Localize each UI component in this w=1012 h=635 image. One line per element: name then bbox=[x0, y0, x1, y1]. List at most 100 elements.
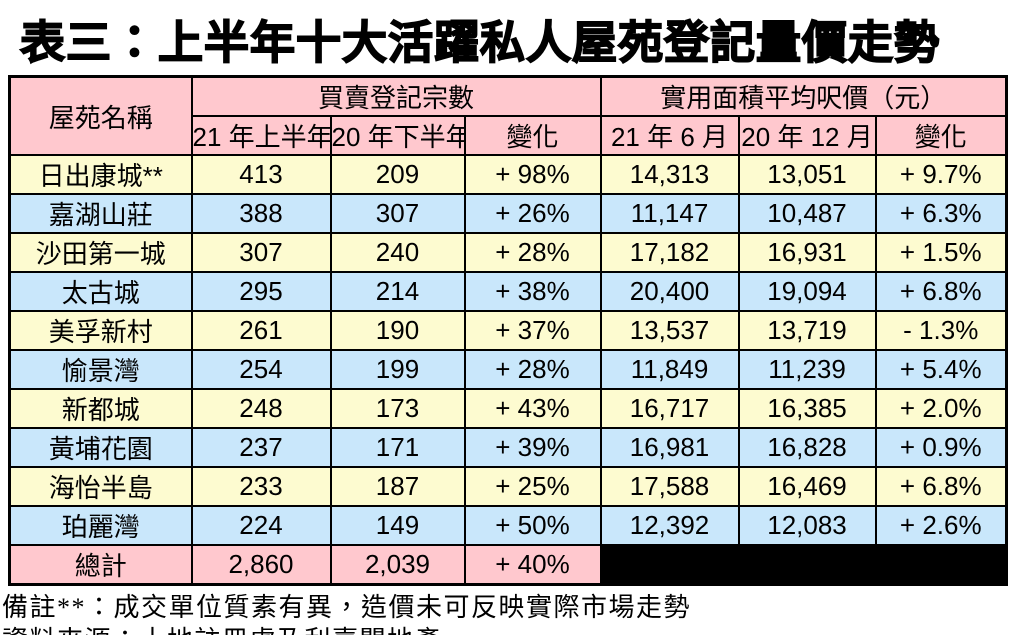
table-row: 海怡半島 233 187 + 25% 17,588 16,469 + 6.8% bbox=[8, 466, 1008, 507]
psf-change-cell: + 5.4% bbox=[874, 349, 1008, 390]
reg-change-cell: + 38% bbox=[463, 271, 602, 312]
table-row: 日出康城** 413 209 + 98% 14,313 13,051 + 9.7… bbox=[8, 154, 1008, 195]
psf-change-cell: + 1.5% bbox=[874, 232, 1008, 273]
reg-20h2-cell: 209 bbox=[329, 154, 466, 195]
table-row: 太古城 295 214 + 38% 20,400 19,094 + 6.8% bbox=[8, 271, 1008, 312]
reg-change-cell: + 50% bbox=[463, 505, 602, 546]
estate-name-cell: 日出康城** bbox=[8, 154, 193, 195]
table-row: 美孚新村 261 190 + 37% 13,537 13,719 - 1.3% bbox=[8, 310, 1008, 351]
total-row: 總計 2,860 2,039 + 40% bbox=[8, 544, 1008, 586]
table-row: 珀麗灣 224 149 + 50% 12,392 12,083 + 2.6% bbox=[8, 505, 1008, 546]
table-row: 愉景灣 254 199 + 28% 11,849 11,239 + 5.4% bbox=[8, 349, 1008, 390]
reg-20h2-cell: 214 bbox=[329, 271, 466, 312]
psf-jun21-cell: 12,392 bbox=[599, 505, 740, 546]
page-title: 表三：上半年十大活躍私人屋苑登記量價走勢 bbox=[19, 16, 941, 69]
psf-change-cell: + 6.3% bbox=[874, 193, 1008, 234]
psf-change-cell: - 1.3% bbox=[874, 310, 1008, 351]
psf-jun21-cell: 11,849 bbox=[599, 349, 740, 390]
estates-table: 屋苑名稱 買賣登記宗數 實用面積平均呎價（元） 21 年上半年 20 年下半年 … bbox=[8, 75, 1008, 586]
psf-jun21-cell: 14,313 bbox=[599, 154, 740, 195]
reg-20h2-cell: 307 bbox=[329, 193, 466, 234]
reg-change-cell: + 26% bbox=[463, 193, 602, 234]
table-header: 屋苑名稱 買賣登記宗數 實用面積平均呎價（元） 21 年上半年 20 年下半年 … bbox=[8, 75, 1008, 156]
col-header-psf-dec20: 20 年 12 月 bbox=[737, 115, 877, 156]
col-group-registrations: 買賣登記宗數 bbox=[190, 75, 602, 117]
psf-jun21-cell: 17,588 bbox=[599, 466, 740, 507]
psf-change-cell: + 0.9% bbox=[874, 427, 1008, 468]
reg-21h1-cell: 248 bbox=[190, 388, 332, 429]
reg-21h1-cell: 233 bbox=[190, 466, 332, 507]
reg-21h1-cell: 237 bbox=[190, 427, 332, 468]
psf-dec20-cell: 11,239 bbox=[737, 349, 877, 390]
estate-name-cell: 太古城 bbox=[8, 271, 193, 312]
psf-change-cell: + 6.8% bbox=[874, 466, 1008, 507]
psf-jun21-cell: 13,537 bbox=[599, 310, 740, 351]
reg-change-cell: + 98% bbox=[463, 154, 602, 195]
total-reg-change-cell: + 40% bbox=[463, 544, 602, 586]
reg-20h2-cell: 171 bbox=[329, 427, 466, 468]
reg-20h2-cell: 187 bbox=[329, 466, 466, 507]
estate-name-cell: 愉景灣 bbox=[8, 349, 193, 390]
psf-change-cell: + 2.0% bbox=[874, 388, 1008, 429]
col-header-reg-20h2: 20 年下半年 bbox=[329, 115, 466, 156]
total-label: 總計 bbox=[8, 544, 193, 586]
reg-change-cell: + 28% bbox=[463, 232, 602, 273]
psf-dec20-cell: 16,828 bbox=[737, 427, 877, 468]
psf-change-cell: + 6.8% bbox=[874, 271, 1008, 312]
psf-change-cell: + 2.6% bbox=[874, 505, 1008, 546]
estate-name-cell: 嘉湖山莊 bbox=[8, 193, 193, 234]
psf-dec20-cell: 13,051 bbox=[737, 154, 877, 195]
estate-name-cell: 新都城 bbox=[8, 388, 193, 429]
col-header-estate-name: 屋苑名稱 bbox=[8, 75, 193, 156]
reg-change-cell: + 43% bbox=[463, 388, 602, 429]
reg-21h1-cell: 254 bbox=[190, 349, 332, 390]
reg-21h1-cell: 307 bbox=[190, 232, 332, 273]
footnote-remark: 備註**：成交單位質素有異，造價未可反映實際市場走勢 bbox=[2, 593, 692, 622]
psf-jun21-cell: 16,717 bbox=[599, 388, 740, 429]
total-reg-21h1-cell: 2,860 bbox=[190, 544, 332, 586]
estate-name-cell: 美孚新村 bbox=[8, 310, 193, 351]
psf-jun21-cell: 20,400 bbox=[599, 271, 740, 312]
redacted-black-cell bbox=[599, 544, 1008, 586]
psf-dec20-cell: 13,719 bbox=[737, 310, 877, 351]
estate-name-cell: 珀麗灣 bbox=[8, 505, 193, 546]
estate-name-cell: 沙田第一城 bbox=[8, 232, 193, 273]
psf-jun21-cell: 16,981 bbox=[599, 427, 740, 468]
reg-21h1-cell: 224 bbox=[190, 505, 332, 546]
col-header-reg-21h1: 21 年上半年 bbox=[190, 115, 332, 156]
col-group-avg-psf-price: 實用面積平均呎價（元） bbox=[599, 75, 1008, 117]
psf-dec20-cell: 16,469 bbox=[737, 466, 877, 507]
reg-21h1-cell: 413 bbox=[190, 154, 332, 195]
psf-jun21-cell: 11,147 bbox=[599, 193, 740, 234]
psf-dec20-cell: 10,487 bbox=[737, 193, 877, 234]
reg-20h2-cell: 199 bbox=[329, 349, 466, 390]
estate-name-cell: 海怡半島 bbox=[8, 466, 193, 507]
psf-dec20-cell: 16,385 bbox=[737, 388, 877, 429]
table-row: 沙田第一城 307 240 + 28% 17,182 16,931 + 1.5% bbox=[8, 232, 1008, 273]
reg-21h1-cell: 388 bbox=[190, 193, 332, 234]
psf-jun21-cell: 17,182 bbox=[599, 232, 740, 273]
reg-20h2-cell: 190 bbox=[329, 310, 466, 351]
total-reg-20h2-cell: 2,039 bbox=[329, 544, 466, 586]
psf-dec20-cell: 12,083 bbox=[737, 505, 877, 546]
table-row: 嘉湖山莊 388 307 + 26% 11,147 10,487 + 6.3% bbox=[8, 193, 1008, 234]
footnote-source: 資料來源：土地註冊處及利嘉閣地產 bbox=[2, 626, 1012, 635]
reg-change-cell: + 39% bbox=[463, 427, 602, 468]
table-body: 日出康城** 413 209 + 98% 14,313 13,051 + 9.7… bbox=[8, 154, 1008, 546]
header-group-row: 屋苑名稱 買賣登記宗數 實用面積平均呎價（元） bbox=[8, 75, 1008, 156]
psf-change-cell: + 9.7% bbox=[874, 154, 1008, 195]
reg-change-cell: + 37% bbox=[463, 310, 602, 351]
estate-name-cell: 黃埔花園 bbox=[8, 427, 193, 468]
reg-20h2-cell: 149 bbox=[329, 505, 466, 546]
psf-dec20-cell: 19,094 bbox=[737, 271, 877, 312]
col-header-psf-jun21: 21 年 6 月 bbox=[599, 115, 740, 156]
reg-20h2-cell: 240 bbox=[329, 232, 466, 273]
col-header-psf-change: 變化 bbox=[874, 115, 1008, 156]
reg-21h1-cell: 261 bbox=[190, 310, 332, 351]
reg-change-cell: + 28% bbox=[463, 349, 602, 390]
reg-21h1-cell: 295 bbox=[190, 271, 332, 312]
col-header-reg-change: 變化 bbox=[463, 115, 602, 156]
footnotes: 備註**：成交單位質素有異，造價未可反映實際市場走勢 資料來源：土地註冊處及利嘉… bbox=[2, 593, 1012, 635]
table-footer: 總計 2,860 2,039 + 40% bbox=[8, 544, 1008, 586]
